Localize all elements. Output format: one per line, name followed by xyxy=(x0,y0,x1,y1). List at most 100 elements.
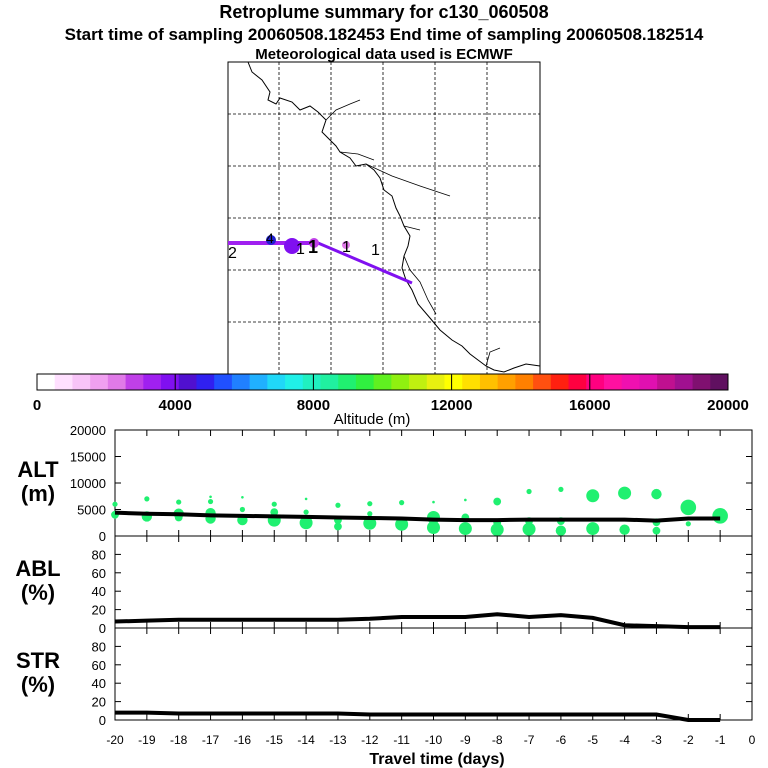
map-gridlines xyxy=(228,62,540,374)
x-tick-label: -2 xyxy=(683,733,694,747)
x-tick-label: -13 xyxy=(329,733,347,747)
map-label: 1 xyxy=(296,241,305,258)
colorbar-swatch xyxy=(710,374,729,390)
altitude-bubble xyxy=(432,500,435,504)
altitude-bubble xyxy=(522,522,536,536)
y-tick-label: 20000 xyxy=(70,423,106,438)
y-tick-label: 80 xyxy=(92,639,106,654)
colorbar-swatch xyxy=(391,374,410,390)
x-tick-label: -19 xyxy=(138,733,156,747)
map-label: 1 xyxy=(371,242,380,259)
altitude-bubble xyxy=(526,488,532,495)
y-tick-label: 0 xyxy=(99,713,106,728)
altitude-bubble xyxy=(619,524,630,535)
altitude-bubble xyxy=(271,501,277,507)
x-tick-label: -5 xyxy=(587,733,598,747)
colorbar-swatch xyxy=(639,374,658,390)
colorbar-swatch xyxy=(550,374,570,390)
colorbar-swatch xyxy=(692,374,711,390)
altitude-bubble xyxy=(299,516,313,530)
panel-y-label: (%) xyxy=(21,672,55,697)
colorbar-swatch xyxy=(674,374,694,390)
altitude-bubble xyxy=(207,498,214,505)
x-tick-label: -12 xyxy=(361,733,379,747)
colorbar-label: Altitude (m) xyxy=(334,411,411,428)
colorbar-swatch xyxy=(214,374,233,390)
altitude-bubble xyxy=(680,499,697,516)
altitude-bubble xyxy=(303,509,309,515)
colorbar-swatch xyxy=(426,374,446,390)
y-tick-label: 20 xyxy=(92,695,106,710)
altitude-bubble xyxy=(464,498,467,502)
altitude-bubble xyxy=(458,522,472,536)
alt-panel: 0 5000 10000 15000 20000 ALT(m) xyxy=(17,423,753,544)
colorbar-swatch xyxy=(479,374,499,390)
altitude-bubble xyxy=(335,502,341,508)
colorbar-swatch xyxy=(320,374,339,390)
y-tick-label: 15000 xyxy=(70,450,106,465)
map-plume-marker xyxy=(284,238,300,254)
altitude-bubble xyxy=(176,499,182,505)
colorbar-swatch xyxy=(515,374,534,390)
map-plume-marker xyxy=(309,238,319,248)
altitude-bubble xyxy=(490,523,504,537)
x-axis: -20 -19 -18 -17 -16 -15 -14 -13 -12 -11 -10 -9 -8 -7-… xyxy=(106,733,755,768)
coastline xyxy=(247,61,541,373)
colorbar-swatch xyxy=(373,374,392,390)
altitude-bubble xyxy=(239,506,245,513)
x-tick-label: -1 xyxy=(715,733,726,747)
altitude-bubble xyxy=(651,488,662,500)
altitude-bubble xyxy=(367,511,373,517)
colorbar-swatch xyxy=(657,374,676,390)
baja-peninsula xyxy=(403,255,437,315)
panel-y-label: ALT xyxy=(17,457,59,482)
str-panel: 0 20 40 60 80 STR(%) xyxy=(16,627,753,728)
y-tick-label: 40 xyxy=(92,584,106,599)
altitude-bubble xyxy=(209,495,212,499)
y-tick-label: 20 xyxy=(92,603,106,618)
x-tick-label: -20 xyxy=(106,733,124,747)
altitude-bubble xyxy=(112,501,118,507)
panel-frame xyxy=(114,535,753,629)
altitude-bubble xyxy=(241,496,244,499)
inland-border xyxy=(325,99,501,367)
altitude-bubble xyxy=(685,521,691,527)
x-axis-label: Travel time (days) xyxy=(369,751,504,768)
altitude-bubble xyxy=(427,521,440,535)
altitude-bubble xyxy=(144,496,150,502)
panel-y-label: (m) xyxy=(21,481,55,506)
panel-y-label: (%) xyxy=(21,580,55,605)
sampling-time-line: Start time of sampling 20060508.182453 E… xyxy=(64,25,704,44)
colorbar-swatch xyxy=(107,374,127,390)
colorbar-tick-label: 16000 xyxy=(569,397,611,414)
colorbar-swatch xyxy=(603,374,623,390)
altitude-bubble xyxy=(618,486,632,500)
series-line xyxy=(114,612,721,630)
altitude-bubble xyxy=(399,500,405,506)
colorbar-swatch xyxy=(444,374,463,390)
x-tick-label: -8 xyxy=(492,733,503,747)
colorbar-swatch xyxy=(621,374,640,390)
x-tick-label: -11 xyxy=(393,733,410,747)
map-label: 2 xyxy=(228,245,237,262)
altitude-bubble xyxy=(304,497,308,501)
map-plume-marker xyxy=(266,235,276,245)
altitude-bubble xyxy=(555,525,567,536)
colorbar-swatch xyxy=(196,374,215,390)
y-tick-label: 0 xyxy=(99,529,106,544)
altitude-bubble xyxy=(367,501,373,507)
altitude-bubble xyxy=(493,497,502,506)
colorbar-swatch xyxy=(497,374,516,390)
abl-panel: 0 20 40 60 80 ABL(%) xyxy=(15,535,753,636)
y-tick-label: 5000 xyxy=(77,503,106,518)
colorbar-swatch xyxy=(125,374,144,390)
map-label: 1 xyxy=(308,237,318,257)
series-line xyxy=(114,510,721,523)
colorbar-tick-label: 20000 xyxy=(707,397,749,414)
colorbar-swatch xyxy=(267,374,286,390)
altitude-bubble xyxy=(558,486,564,492)
map-panel: 2 4 1 1 1 1 xyxy=(227,61,541,375)
panel-frame xyxy=(114,627,753,721)
altitude-bubble xyxy=(334,522,342,531)
